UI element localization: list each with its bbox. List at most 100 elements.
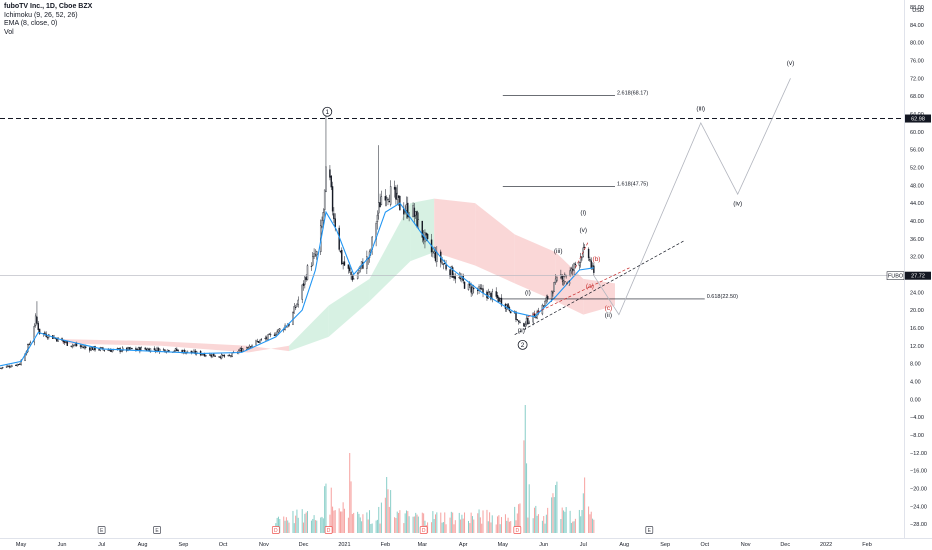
candle-body bbox=[569, 270, 571, 276]
event-marker-label: D bbox=[274, 528, 278, 534]
volume-bar bbox=[284, 520, 286, 533]
time-tick-label: May bbox=[498, 542, 509, 548]
candle-body bbox=[532, 312, 534, 323]
volume-bar bbox=[285, 517, 287, 533]
candle-body bbox=[561, 275, 563, 280]
volume-bar bbox=[353, 512, 355, 533]
price-tick-label: −28.00 bbox=[910, 522, 927, 528]
volume-bar bbox=[482, 510, 484, 533]
last-price-tag-label: 27.72 bbox=[911, 274, 925, 280]
volume-bar bbox=[487, 521, 489, 533]
volume-bar bbox=[288, 522, 290, 533]
volume-bar bbox=[551, 497, 553, 533]
volume-bar bbox=[351, 514, 353, 533]
volume-bar bbox=[312, 518, 314, 533]
candle-body bbox=[147, 348, 149, 351]
volume-bar bbox=[442, 522, 444, 533]
volume-bar bbox=[584, 477, 586, 533]
chart-legend: fuboTV Inc., 1D, Cboe BZX Ichimoku (9, 2… bbox=[4, 3, 92, 37]
candle-body bbox=[210, 354, 212, 357]
volume-bar bbox=[431, 522, 433, 533]
time-tick-label: Oct bbox=[219, 542, 228, 548]
candle-body bbox=[387, 198, 389, 201]
volume-bar bbox=[416, 514, 418, 533]
drawings[interactable]: 2.618(68.17) 1.618(47.75) 0.618(22.50) bbox=[0, 78, 904, 335]
candle-body bbox=[194, 350, 197, 355]
candle-body bbox=[527, 317, 529, 325]
volume-bar bbox=[432, 511, 434, 533]
price-tick-label: 52.00 bbox=[910, 165, 924, 171]
volume-bar bbox=[461, 514, 463, 533]
kumo-segment bbox=[62, 339, 162, 346]
event-marker-label: E bbox=[648, 528, 652, 534]
candle-body bbox=[388, 200, 391, 203]
volume-bar bbox=[526, 463, 528, 533]
candle-body bbox=[314, 254, 317, 256]
volume-bar bbox=[380, 502, 382, 533]
price-tick-label: 56.00 bbox=[910, 148, 924, 154]
volume-bar bbox=[497, 516, 499, 533]
volume-bar bbox=[470, 512, 472, 533]
volume-bar bbox=[357, 511, 359, 533]
volume-bar bbox=[500, 517, 502, 533]
time-tick-label: Aug bbox=[619, 542, 629, 548]
volume-bar bbox=[366, 512, 368, 533]
volume-bar bbox=[304, 513, 306, 533]
volume-bar bbox=[453, 524, 455, 533]
candle-body bbox=[125, 347, 128, 351]
candle-body bbox=[463, 281, 466, 289]
candle-body bbox=[519, 322, 521, 324]
volume-bar bbox=[486, 509, 488, 533]
candle-body bbox=[7, 365, 9, 367]
candle-body bbox=[269, 334, 272, 336]
candle-body bbox=[63, 341, 66, 343]
kumo-segment bbox=[289, 305, 329, 352]
price-tick-label: 12.00 bbox=[910, 344, 924, 350]
volume-bar bbox=[395, 518, 397, 533]
price-tick-label: −24.00 bbox=[910, 504, 927, 510]
candle-body bbox=[316, 251, 318, 256]
candle-body bbox=[426, 233, 429, 240]
volume-bar bbox=[338, 508, 340, 533]
kumo-segment bbox=[248, 345, 290, 353]
volume-bar bbox=[569, 510, 571, 533]
volume-bar bbox=[499, 524, 501, 533]
volume-bar bbox=[541, 520, 543, 533]
candle-body bbox=[248, 345, 251, 349]
candle-body bbox=[111, 349, 113, 353]
candle-body bbox=[343, 261, 346, 266]
legend-ichimoku[interactable]: Ichimoku (9, 26, 52, 26) bbox=[4, 11, 78, 19]
wave-label: (i) bbox=[580, 209, 586, 216]
candle-body bbox=[329, 169, 331, 178]
legend-symbol[interactable]: fuboTV Inc., 1D, Cboe BZX bbox=[4, 3, 93, 10]
candle-body bbox=[136, 349, 138, 351]
volume-bar bbox=[427, 522, 429, 533]
event-marker-label: E bbox=[155, 528, 159, 534]
volume-bar bbox=[413, 516, 415, 533]
candle-body bbox=[425, 232, 427, 236]
price-tick-label: 40.00 bbox=[910, 219, 924, 225]
resistance-tag-label: 62.98 bbox=[911, 117, 925, 123]
volume-bar bbox=[367, 519, 369, 533]
candle-body bbox=[554, 278, 557, 283]
volume-bar bbox=[339, 511, 341, 533]
candle-body bbox=[488, 291, 491, 293]
kumo-segment bbox=[514, 234, 556, 302]
volume-bar bbox=[277, 516, 279, 533]
candle-body bbox=[36, 316, 38, 324]
legend-ema[interactable]: EMA (8, close, 0) bbox=[4, 20, 58, 28]
candle-body bbox=[0, 367, 3, 369]
candle-body bbox=[5, 365, 8, 368]
volume-bar bbox=[555, 485, 557, 533]
volume-bar bbox=[467, 520, 469, 533]
volume-bar bbox=[478, 509, 480, 533]
candle-body bbox=[525, 317, 528, 325]
volume-bar bbox=[528, 484, 530, 533]
legend-vol[interactable]: Vol bbox=[4, 28, 14, 36]
candle-body bbox=[379, 202, 381, 208]
volume-bar bbox=[378, 506, 380, 533]
wave-projection bbox=[593, 78, 791, 316]
kumo-segment bbox=[475, 203, 515, 284]
